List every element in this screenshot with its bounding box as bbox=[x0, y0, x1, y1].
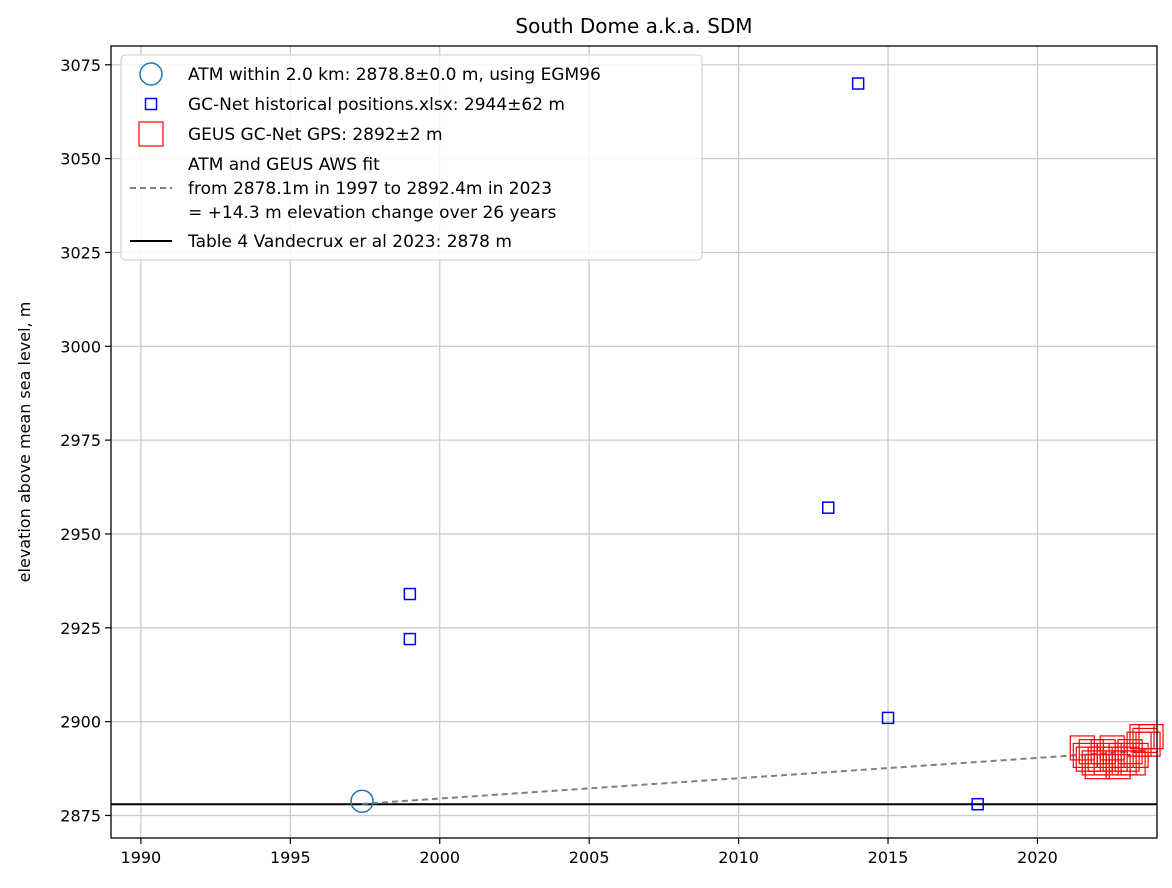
legend-gcnet-marker bbox=[144, 97, 158, 111]
legend-label-fit-line: from 2878.1m in 1997 to 2892.4m in 2023 bbox=[188, 179, 552, 199]
fit-line bbox=[361, 749, 1152, 805]
plot-data bbox=[111, 77, 1164, 813]
y-tick-label: 3025 bbox=[60, 243, 101, 262]
y-tick-label: 3075 bbox=[60, 56, 101, 75]
gcnet-historical-point bbox=[971, 797, 984, 811]
legend-atm-marker bbox=[139, 62, 163, 86]
y-tick-label: 3000 bbox=[60, 337, 101, 356]
legend: ATM within 2.0 km: 2878.8±0.0 m, using E… bbox=[120, 54, 703, 261]
gcnet-historical-point bbox=[403, 587, 417, 601]
geus-gps-point bbox=[1135, 731, 1161, 757]
legend-label-geus: GEUS GC-Net GPS: 2892±2 m bbox=[188, 125, 443, 145]
x-tick-label: 2015 bbox=[868, 848, 909, 867]
legend-geus-marker bbox=[138, 121, 164, 147]
geus-gps-point bbox=[1138, 724, 1164, 750]
x-tick-label: 1990 bbox=[121, 848, 162, 867]
legend-label-fit-line: = +14.3 m elevation change over 26 years bbox=[188, 203, 556, 223]
x-tick-label: 2020 bbox=[1017, 848, 1058, 867]
gcnet-historical-point bbox=[403, 632, 417, 646]
atm-point bbox=[350, 789, 374, 813]
chart-title: South Dome a.k.a. SDM bbox=[515, 14, 752, 38]
legend-label-fit-line: ATM and GEUS AWS fit bbox=[188, 155, 380, 175]
y-tick-label: 2975 bbox=[60, 431, 101, 450]
y-tick-label: 2950 bbox=[60, 525, 101, 544]
x-tick-label: 2000 bbox=[419, 848, 460, 867]
legend-box bbox=[120, 54, 703, 261]
y-tick-label: 2925 bbox=[60, 619, 101, 638]
y-axis-title: elevation above mean sea level, m bbox=[15, 302, 34, 583]
gcnet-historical-point bbox=[822, 501, 835, 514]
x-tick-label: 2010 bbox=[718, 848, 759, 867]
plot-frame bbox=[110, 45, 1158, 839]
y-tick-label: 3050 bbox=[60, 150, 101, 169]
gcnet-historical-point bbox=[851, 77, 865, 90]
legend-label-atm: ATM within 2.0 km: 2878.8±0.0 m, using E… bbox=[188, 65, 601, 85]
y-tick-label: 2875 bbox=[60, 806, 101, 825]
legend-label-gcnet: GC-Net historical positions.xlsx: 2944±6… bbox=[188, 95, 565, 115]
gcnet-historical-point bbox=[881, 711, 895, 725]
axis-ticks: 1990 1995 2000 2005 2010 2015 2020 2875 2900 2925… bbox=[60, 56, 1058, 867]
x-tick-label: 2005 bbox=[569, 848, 610, 867]
legend-label-table4: Table 4 Vandecrux er al 2023: 2878 m bbox=[187, 232, 512, 252]
x-tick-label: 1995 bbox=[270, 848, 311, 867]
y-tick-label: 2900 bbox=[60, 713, 101, 732]
